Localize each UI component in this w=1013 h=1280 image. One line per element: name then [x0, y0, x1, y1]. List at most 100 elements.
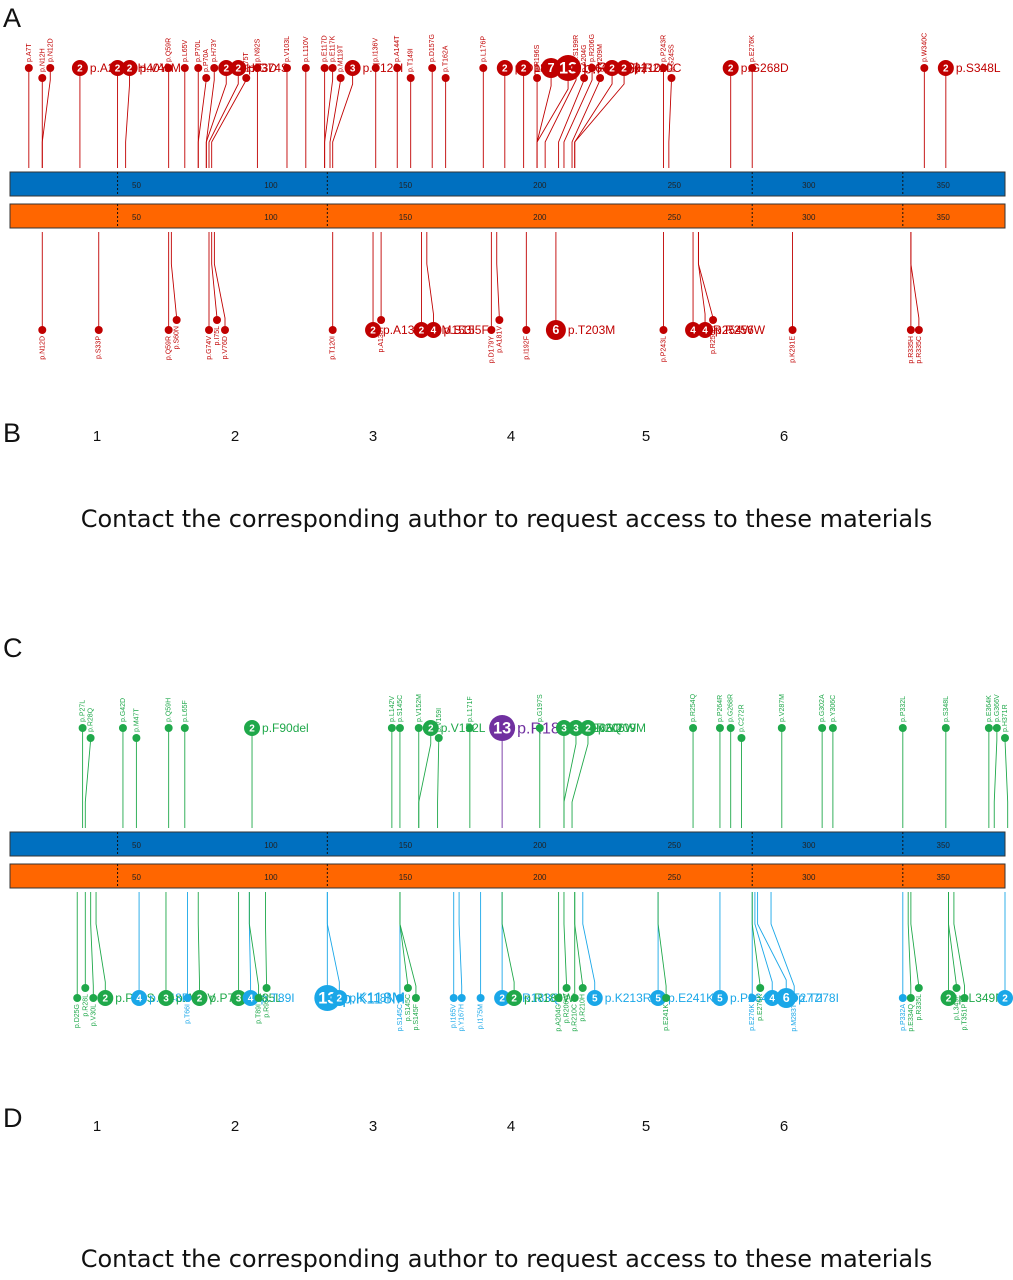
lollipop-p-r196h-above-stem [536, 68, 569, 168]
lollipop-p-d179y-below-head [487, 326, 496, 334]
lollipop-p-a26t-above-head [71, 60, 88, 76]
lollipop-p-i75t-above-stem [211, 78, 247, 168]
lollipop-p-e334q-below-label: p.E334Q [908, 1003, 915, 1031]
lollipop-p-t66i-below-label: p.T66I [184, 1004, 191, 1024]
lollipop-p-h73d-above-count: 2 [223, 63, 229, 74]
lollipop-p-e276k-above-head [748, 64, 757, 72]
lollipop-p-v76d-below-stem [213, 232, 226, 330]
lollipop-p-t120i-above-head [344, 60, 361, 76]
lollipop-p-v103l-above-head [282, 64, 291, 72]
lollipop-p-l176p-above-label: p.L176P [480, 36, 487, 62]
lollipop-p-r210h-below-head [578, 984, 587, 992]
protein-bar-bottom [9, 863, 1006, 889]
lollipop-p-t203m-below-head [545, 320, 566, 340]
lollipop-p-p332a-below-label: p.P332A [900, 1004, 907, 1031]
protein-bar-bottom [9, 203, 1006, 229]
lollipop-p-n12h-above-head [38, 74, 47, 82]
lollipop-p-v43m-above-head [121, 60, 138, 76]
lollipop-p-d184y-above-head [496, 60, 513, 76]
lollipop-p-e117k-above-head [328, 64, 337, 72]
tick-label: 300 [802, 873, 816, 882]
lollipop-p-r206g-above-stem [563, 68, 593, 168]
lollipop-p-p264r-above-head [715, 724, 724, 732]
tick-label: 200 [533, 841, 547, 850]
lollipop-p-m283t-below-stem [770, 892, 795, 998]
lollipop-p-t162a-above-head [441, 74, 450, 82]
lollipop-p-t278i-below-count: 6 [783, 991, 790, 1005]
tick-label: 300 [802, 841, 816, 850]
lollipop-p-e241k-below-label: p.E241K [663, 1004, 670, 1031]
lollipop-p-h371r-above-stem [1004, 738, 1009, 828]
lollipop-p-p243l-below-head [659, 326, 668, 334]
tick-label: 350 [937, 213, 951, 222]
lollipop-p-g245s-above-head [667, 74, 676, 82]
lollipop-p-r256q-below-stem [697, 232, 714, 320]
lollipop-p-g268r-above-label: p.G268R [728, 694, 735, 722]
domain-number-5: 5 [641, 1118, 651, 1135]
lollipop-p-v209m-above-head [596, 74, 605, 82]
lollipop-p-r210h-above-stem [574, 68, 613, 168]
domain-number-6: 6 [779, 1118, 789, 1135]
lollipop-p-k291e-below-label: p.K291E [790, 336, 797, 363]
lollipop-p-e276k-below-label: p.E276K [749, 1004, 756, 1031]
lollipop-p-p70a-above-head [202, 74, 211, 82]
tick-label: 300 [802, 213, 816, 222]
lollipop-p-v287m-above-head [777, 724, 786, 732]
lollipop-p-g302a-above-head [818, 724, 827, 732]
lollipop-p-g197s-above-label: p.G197S [537, 694, 544, 722]
lollipop-p-r183q-below-count: 2 [499, 993, 505, 1004]
lollipop-p-l142v-above-head [387, 724, 396, 732]
lollipop-p-h73y-above-head [210, 64, 219, 72]
lollipop-p-r28q-above-head [86, 734, 95, 742]
lollipop-p-r206w-above-count: 3 [573, 723, 579, 734]
lollipop-p-h40y-above-count: 2 [115, 63, 121, 74]
lollipop-p-s33p-below-label: p.S33P [96, 336, 103, 359]
lollipop-p-t120i-above-count: 3 [350, 63, 356, 74]
lollipop-p-s155f-below-stem [426, 232, 434, 330]
lollipop-p-r210c-above-label: p.R210C [634, 61, 682, 75]
lollipop-p-q59h-above-head [164, 724, 173, 732]
domain-number-2: 2 [230, 428, 240, 445]
lollipop-p-l142v-above-label: p.L142V [389, 696, 396, 722]
lollipop-p-r196c-above-count: 7 [548, 61, 555, 75]
lollipop-p-a204g-below-label: p.A204G [556, 1004, 563, 1032]
lollipop-p-a138t-below-head [377, 316, 386, 324]
lollipop-p-a144t-above-label: p.A144T [394, 35, 401, 62]
tick-label: 350 [937, 181, 951, 190]
tick-label: 250 [668, 213, 682, 222]
lollipop-p-s60n-below-head [172, 316, 181, 324]
lollipop-p-p70a-above-label: p.P70A [203, 49, 210, 72]
lollipop-p-s60n-below-label: p.S60N [174, 326, 181, 349]
lollipop-p-n12h-above-label: p.N12H [39, 48, 46, 72]
lollipop-p-n12d-below-head [38, 326, 47, 334]
protein-bar-top [9, 171, 1006, 197]
lollipop-p-i85l-below-head [230, 990, 247, 1006]
lollipop-p-v30l-below-head [89, 994, 98, 1002]
lollipop-p-s155f-below-count: 4 [431, 325, 437, 336]
lollipop-p-r206q-above-head [555, 720, 572, 736]
lollipop-p-r28q-above-stem [84, 738, 92, 828]
lollipop-p-t277i-below-count: 4 [769, 993, 775, 1004]
lollipop-p-i192f-below-head [522, 326, 531, 334]
lollipop-p-m119t-above-label: p.M119T [338, 44, 345, 72]
lollipop-p-t89i-below-label: p.T89I [256, 1004, 263, 1024]
lollipop-p-s348l-above-count: 2 [943, 63, 949, 74]
lollipop-p-v43m-above-count: 2 [127, 63, 133, 74]
lollipop-p-s145c-below-label: p.S145C [397, 1004, 404, 1031]
lollipop-p-i75l-below-label: p.I75L [214, 326, 221, 346]
lollipop-p-r256q-below-label: p.R256Q [710, 325, 717, 354]
lollipop-p-e276k-below-head [756, 984, 765, 992]
lollipop-p-l349m-below-count: 2 [946, 993, 952, 1004]
lollipop-p-k118n-below-stem [326, 892, 340, 998]
lollipop-p-r196s-above-head [533, 74, 542, 82]
lollipop-p-r335c-below-stem [910, 232, 920, 330]
lollipop-p-v76d-below-label: p.V76D [222, 336, 229, 359]
lollipop-p-r335l-below-stem [910, 892, 920, 988]
lollipop-p-h73y-above-stem [205, 68, 215, 168]
lollipop-p-t149i-above-label: p.T149I [408, 48, 415, 72]
lollipop-p-s155f-below-head [425, 322, 442, 338]
lollipop-p-q59r-above-label: p.Q59R [166, 38, 173, 62]
lollipop-p-p70l-above-head [194, 64, 203, 72]
lollipop-p-p264l-below-head [711, 990, 728, 1006]
lollipop-p-v209m-above-label: p.V209M [597, 44, 604, 72]
